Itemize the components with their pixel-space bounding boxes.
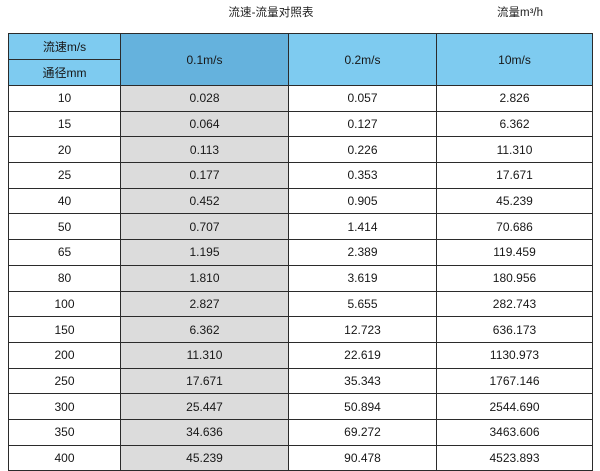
cell-flow-value-1: 50.894: [288, 393, 437, 420]
cell-flow-value-2: 17.671: [436, 162, 593, 189]
cell-flow-value-2: 2544.690: [436, 393, 593, 420]
cell-flow-value-1: 5.655: [288, 290, 437, 318]
cell-flow-value-0: 0.064: [120, 110, 289, 138]
table-row: 400 45.239 90.478 4523.893: [8, 444, 593, 471]
table-row: 80 1.810 3.619 180.956: [8, 264, 593, 292]
cell-flow-value-2: 282.743: [436, 290, 593, 318]
cell-flow-value-0: 6.362: [120, 316, 289, 343]
table-row: 150 6.362 12.723 636.173: [8, 316, 593, 343]
cell-nominal-diameter: 300: [8, 393, 121, 420]
table-row: 40 0.452 0.905 45.239: [8, 187, 593, 215]
table-row: 20 0.113 0.226 11.310: [8, 136, 593, 164]
table-row: 50 0.707 1.414 70.686: [8, 213, 593, 241]
cell-flow-value-1: 0.057: [288, 85, 437, 112]
cell-flow-value-2: 4523.893: [436, 444, 593, 471]
header-row-bottom: 通径mm: [8, 59, 593, 86]
cell-nominal-diameter: 10: [8, 85, 121, 112]
cell-flow-value-0: 0.707: [120, 213, 289, 241]
table-row: 350 34.636 69.272 3463.606: [8, 418, 593, 446]
column-header-1: 0.2m/s: [288, 33, 437, 86]
cell-flow-value-1: 35.343: [288, 367, 437, 395]
cell-flow-value-2: 1767.146: [436, 367, 593, 395]
header-row-top: 流速m/s 0.1m/s 0.2m/s 10m/s: [8, 33, 593, 86]
cell-flow-value-1: 0.353: [288, 162, 437, 189]
table-row: 15 0.064 0.127 6.362: [8, 110, 593, 138]
cell-flow-value-1: 69.272: [288, 418, 437, 446]
cell-flow-value-0: 0.452: [120, 187, 289, 215]
cell-flow-value-2: 119.459: [436, 239, 593, 266]
cell-nominal-diameter: 15: [8, 110, 121, 138]
cell-flow-value-1: 1.414: [288, 213, 437, 241]
cell-flow-value-0: 1.810: [120, 264, 289, 292]
cell-flow-value-0: 1.195: [120, 239, 289, 266]
cell-flow-value-1: 0.905: [288, 187, 437, 215]
title-band: 流速-流量对照表 流量m³/h: [0, 0, 600, 31]
table-header: 流速m/s 0.1m/s 0.2m/s 10m/s 通径mm: [8, 33, 593, 86]
cell-flow-value-0: 45.239: [120, 444, 289, 471]
table-row: 100 2.827 5.655 282.743: [8, 290, 593, 318]
table-body: 10 0.028 0.057 2.826 15 0.064 0.127 6.362 20 0.11…: [8, 85, 593, 471]
flow-conversion-table: 流速m/s 0.1m/s 0.2m/s 10m/s 通径mm 10 0.028 0.…: [8, 33, 593, 471]
cell-flow-value-0: 17.671: [120, 367, 289, 395]
cell-nominal-diameter: 40: [8, 187, 121, 215]
table-row: 10 0.028 0.057 2.826: [8, 85, 593, 112]
table-row: 200 11.310 22.619 1130.973: [8, 341, 593, 369]
cell-flow-value-0: 25.447: [120, 393, 289, 420]
unit-title: 流量m³/h: [497, 7, 543, 19]
cell-flow-value-0: 0.028: [120, 85, 289, 112]
cell-nominal-diameter: 50: [8, 213, 121, 241]
table-row: 25 0.177 0.353 17.671: [8, 162, 593, 189]
conversion-table-wrapper: 流速m/s 0.1m/s 0.2m/s 10m/s 通径mm 10 0.028 0.…: [8, 33, 593, 471]
cell-nominal-diameter: 25: [8, 162, 121, 189]
cell-flow-value-1: 2.389: [288, 239, 437, 266]
cell-flow-value-0: 0.177: [120, 162, 289, 189]
cell-flow-value-1: 0.226: [288, 136, 437, 164]
table-row: 300 25.447 50.894 2544.690: [8, 393, 593, 420]
cell-flow-value-2: 636.173: [436, 316, 593, 343]
cell-nominal-diameter: 80: [8, 264, 121, 292]
cell-flow-value-1: 22.619: [288, 341, 437, 369]
column-header-0: 0.1m/s: [120, 33, 289, 86]
cell-flow-value-2: 2.826: [436, 85, 593, 112]
cell-flow-value-0: 2.827: [120, 290, 289, 318]
cell-flow-value-0: 11.310: [120, 341, 289, 369]
cell-nominal-diameter: 350: [8, 418, 121, 446]
cell-flow-value-1: 12.723: [288, 316, 437, 343]
corner-diameter-label: 通径mm: [8, 59, 121, 86]
cell-flow-value-2: 1130.973: [436, 341, 593, 369]
cell-flow-value-0: 34.636: [120, 418, 289, 446]
cell-flow-value-0: 0.113: [120, 136, 289, 164]
cell-nominal-diameter: 100: [8, 290, 121, 318]
cell-flow-value-2: 3463.606: [436, 418, 593, 446]
cell-flow-value-2: 45.239: [436, 187, 593, 215]
cell-nominal-diameter: 200: [8, 341, 121, 369]
cell-flow-value-2: 11.310: [436, 136, 593, 164]
cell-nominal-diameter: 20: [8, 136, 121, 164]
column-header-2: 10m/s: [436, 33, 593, 86]
cell-nominal-diameter: 400: [8, 444, 121, 471]
cell-nominal-diameter: 250: [8, 367, 121, 395]
cell-nominal-diameter: 65: [8, 239, 121, 266]
cell-flow-value-2: 180.956: [436, 264, 593, 292]
cell-nominal-diameter: 150: [8, 316, 121, 343]
table-row: 250 17.671 35.343 1767.146: [8, 367, 593, 395]
cell-flow-value-1: 0.127: [288, 110, 437, 138]
cell-flow-value-1: 90.478: [288, 444, 437, 471]
cell-flow-value-2: 70.686: [436, 213, 593, 241]
corner-velocity-label: 流速m/s: [8, 33, 121, 60]
page-title: 流速-流量对照表: [228, 7, 314, 19]
table-row: 65 1.195 2.389 119.459: [8, 239, 593, 266]
cell-flow-value-2: 6.362: [436, 110, 593, 138]
cell-flow-value-1: 3.619: [288, 264, 437, 292]
